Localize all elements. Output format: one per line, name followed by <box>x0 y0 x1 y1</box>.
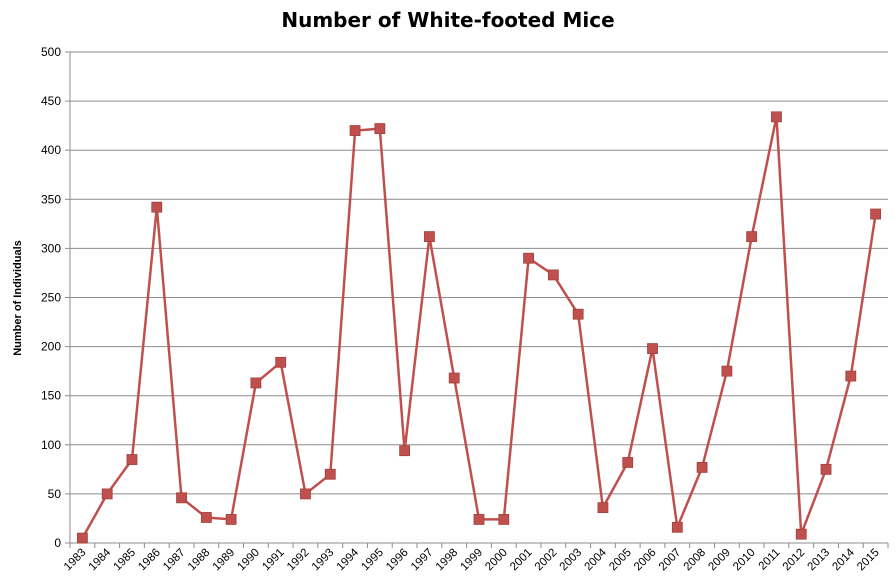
data-point <box>696 461 708 473</box>
x-tick-label: 2003 <box>558 547 585 574</box>
data-point <box>671 521 683 533</box>
x-tick-label: 1996 <box>384 547 411 574</box>
y-tick-label: 450 <box>41 94 61 108</box>
data-point <box>349 125 361 136</box>
data-point <box>200 512 212 523</box>
data-point <box>820 463 832 475</box>
y-tick-label: 50 <box>48 487 62 501</box>
x-tick-label: 1993 <box>310 547 337 574</box>
x-tick-label: 2002 <box>533 547 560 574</box>
data-point <box>448 372 460 384</box>
y-tick-label: 0 <box>54 536 61 550</box>
y-tick-label: 300 <box>41 241 61 255</box>
x-tick-label: 1995 <box>359 547 386 574</box>
data-point <box>424 231 435 243</box>
data-point <box>795 528 807 540</box>
x-tick-label: 2010 <box>731 547 758 574</box>
x-tick-label: 1990 <box>235 547 262 574</box>
data-point <box>275 356 287 368</box>
x-tick-label: 2014 <box>830 546 857 573</box>
x-tick-label: 2012 <box>781 547 808 574</box>
y-tick-label: 500 <box>41 45 61 59</box>
x-tick-label: 2015 <box>855 547 882 574</box>
data-point <box>498 514 510 525</box>
series-group <box>76 111 882 544</box>
x-tick-labels: 1983198419851986198719881989199019911992… <box>62 546 882 573</box>
data-point <box>845 370 857 382</box>
x-tick-label: 2008 <box>682 547 709 574</box>
data-point <box>622 457 634 468</box>
y-tick-label: 150 <box>41 389 61 403</box>
y-tick-label: 400 <box>41 143 61 157</box>
x-tick-label: 1985 <box>112 547 139 574</box>
data-point <box>473 514 485 525</box>
y-tick-label: 350 <box>41 192 61 206</box>
data-point <box>771 111 782 123</box>
y-tick-labels: 0 50 100 150 200 250 300 350 400 450 500 <box>41 45 61 550</box>
data-point <box>126 454 138 465</box>
data-point <box>647 343 658 354</box>
data-point <box>101 488 113 500</box>
data-point <box>572 308 584 320</box>
x-tick-label: 2006 <box>632 547 659 574</box>
y-tick-label: 200 <box>41 340 61 354</box>
data-point <box>176 492 187 504</box>
x-tick-label: 2004 <box>582 546 609 573</box>
data-point <box>300 488 311 500</box>
data-point <box>746 231 758 243</box>
axes <box>65 51 889 548</box>
data-point <box>225 514 237 525</box>
data-point <box>250 377 262 389</box>
x-tick-label: 1984 <box>87 546 114 573</box>
data-point <box>721 365 733 377</box>
x-tick-label: 1994 <box>335 546 362 573</box>
data-point <box>374 123 386 134</box>
x-tick-label: 1999 <box>459 547 486 574</box>
data-point <box>76 532 88 544</box>
x-tick-label: 2009 <box>706 547 733 574</box>
x-tick-label: 1988 <box>186 547 213 574</box>
data-point <box>597 502 609 514</box>
x-tick-label: 1997 <box>409 547 436 574</box>
x-tick-label: 2000 <box>483 547 510 574</box>
chart-title: Number of White-footed Mice <box>281 8 615 32</box>
data-point <box>547 269 559 281</box>
data-point <box>399 445 411 457</box>
data-point <box>523 252 534 264</box>
x-tick-label: 1992 <box>285 547 312 574</box>
data-point <box>870 208 882 220</box>
series-line <box>81 115 877 539</box>
x-tick-label: 2011 <box>757 547 783 573</box>
x-tick-label: 2005 <box>607 547 634 574</box>
data-point <box>324 468 336 480</box>
x-tick-label: 1998 <box>434 547 461 574</box>
y-tick-label: 250 <box>41 291 61 305</box>
x-tick-label: 1987 <box>161 547 188 574</box>
y-tick-label: 100 <box>41 438 61 452</box>
x-tick-label: 2013 <box>806 547 833 574</box>
x-tick-label: 1986 <box>136 547 163 574</box>
x-tick-label: 1991 <box>260 547 287 574</box>
x-tick-label: 2001 <box>508 547 535 574</box>
x-tick-label: 2007 <box>657 547 684 574</box>
x-tick-label: 1989 <box>211 547 238 574</box>
data-point <box>151 201 163 213</box>
gridlines <box>70 51 888 495</box>
x-tick-label: 1983 <box>62 547 89 574</box>
